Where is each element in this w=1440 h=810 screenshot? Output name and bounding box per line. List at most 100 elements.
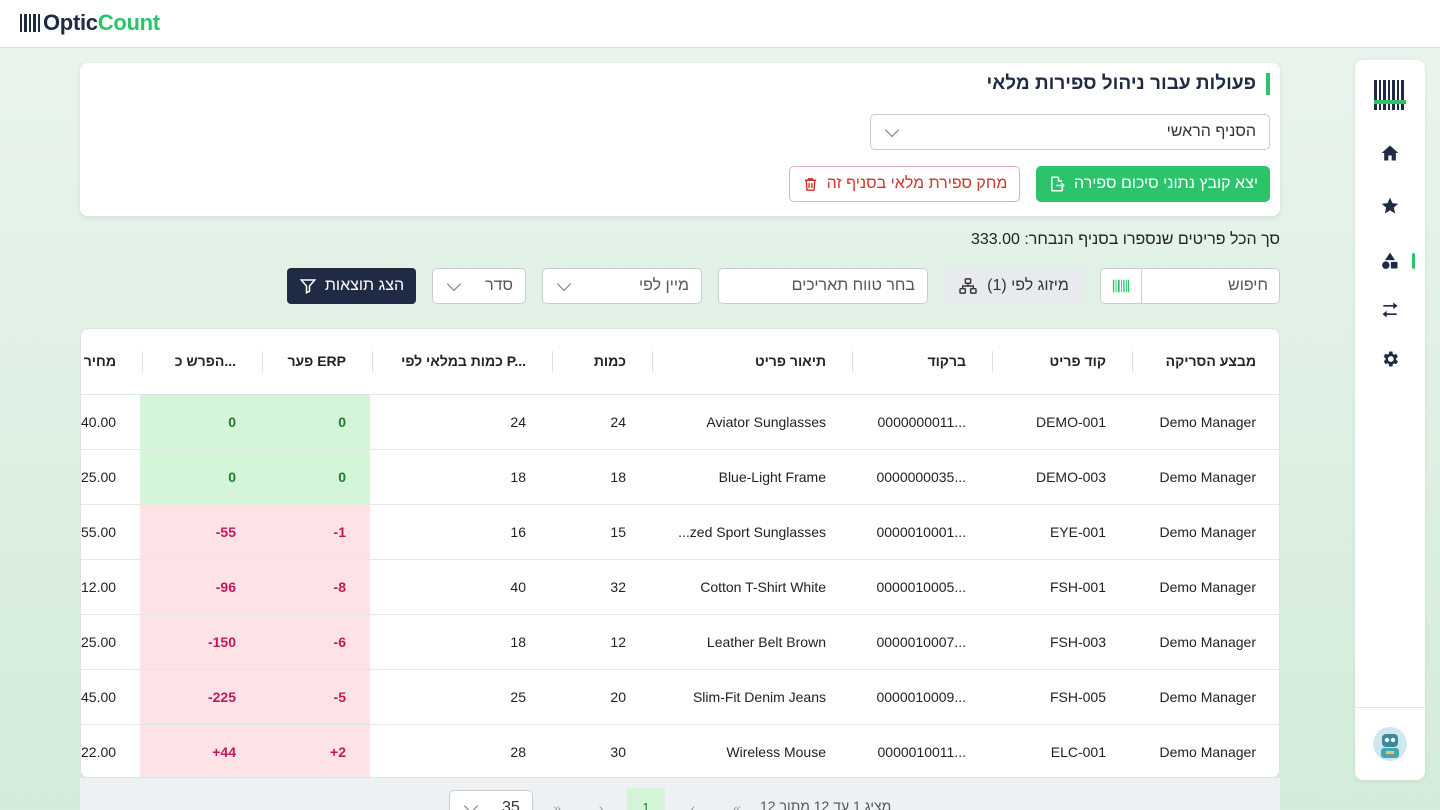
- next-page-button[interactable]: ›: [598, 800, 604, 810]
- cell-erp-diff: 0: [262, 395, 370, 449]
- home-icon[interactable]: [1377, 140, 1403, 166]
- cell-description: Aviator Sunglasses: [706, 414, 826, 430]
- sort-by-select[interactable]: מיין לפי: [542, 268, 702, 304]
- cell-price: 45.00: [81, 689, 116, 705]
- cell-qty: 30: [610, 744, 626, 760]
- table-header: מבצע הסריקה קוד פריט ברקוד תיאור פריט כמ…: [81, 329, 1279, 395]
- cell-diff-cost: 0: [140, 395, 262, 449]
- col-barcode-header[interactable]: ברקוד: [927, 353, 966, 369]
- cell-code: EYE-001: [1049, 524, 1106, 540]
- nav-barcode-logo-icon[interactable]: [1374, 80, 1406, 110]
- barcode-scan-button[interactable]: [1101, 269, 1142, 303]
- delete-count-button[interactable]: מחק ספירת מלאי בסניף זה: [789, 166, 1020, 202]
- last-page-button[interactable]: »: [553, 800, 561, 810]
- star-icon[interactable]: [1377, 193, 1403, 219]
- app-logo[interactable]: OpticCount: [20, 10, 160, 36]
- chevron-down-icon: [556, 276, 572, 292]
- date-range-input[interactable]: בחר טווח תאריכים: [718, 268, 928, 304]
- page-size-value: 35: [502, 799, 520, 810]
- cell-code: DEMO-001: [1035, 414, 1106, 430]
- show-results-label: הצג תוצאות: [324, 277, 405, 294]
- col-description-header[interactable]: תיאור פריט: [754, 353, 826, 369]
- cell-stock-qty: 18: [510, 634, 526, 650]
- first-page-button[interactable]: «: [733, 800, 741, 810]
- cell-stock-qty: 24: [510, 414, 526, 430]
- shapes-icon[interactable]: [1377, 248, 1403, 274]
- cell-diff-cost: +44: [140, 725, 262, 777]
- col-separator[interactable]: [652, 351, 653, 373]
- cell-description: Slim-Fit Denim Jeans: [692, 689, 826, 705]
- order-select[interactable]: סדר: [432, 268, 526, 304]
- cell-barcode: 0000010007...: [876, 634, 966, 650]
- cell-qty: 32: [610, 579, 626, 595]
- col-separator[interactable]: [262, 351, 263, 373]
- avatar-icon[interactable]: [1373, 727, 1407, 761]
- cell-performer: Demo Manager: [1159, 579, 1257, 595]
- sort-by-placeholder: מיין לפי: [639, 277, 689, 294]
- col-separator[interactable]: [372, 351, 373, 373]
- col-performer-header[interactable]: מבצע הסריקה: [1165, 353, 1256, 369]
- col-diff-cost-header[interactable]: הפרש כ...: [174, 353, 236, 369]
- cell-diff-cost: 0: [140, 450, 262, 504]
- date-range-placeholder: בחר טווח תאריכים: [791, 277, 915, 294]
- swap-icon[interactable]: [1377, 297, 1403, 323]
- table-row[interactable]: Demo Manager FSH-003 0000010007... Leather …: [81, 615, 1279, 670]
- logo-text: OpticCount: [43, 10, 160, 36]
- table-row[interactable]: Demo Manager EYE-001 0000010001... ...zed S…: [81, 505, 1279, 560]
- nav-active-indicator: [1412, 253, 1415, 269]
- merge-by-button[interactable]: מיזוג לפי (1): [944, 268, 1084, 304]
- cell-erp-diff: -1: [262, 505, 370, 559]
- col-stock-qty-header[interactable]: כמות במלאי לפי P...: [401, 353, 526, 369]
- cell-erp-diff: -8: [262, 560, 370, 614]
- cell-erp-diff: -6: [262, 615, 370, 669]
- pagination-info: מציג 1 עד 12 מתוך 12: [760, 798, 892, 810]
- cell-description: Cotton T-Shirt White: [700, 579, 826, 595]
- gear-icon[interactable]: [1377, 346, 1403, 372]
- prev-page-button[interactable]: ‹: [690, 800, 696, 810]
- export-summary-label: יצא קובץ נתוני סיכום ספירה: [1074, 175, 1258, 192]
- cell-code: FSH-005: [1049, 689, 1106, 705]
- cell-code: FSH-003: [1049, 634, 1106, 650]
- show-results-button[interactable]: הצג תוצאות: [287, 268, 416, 304]
- search-placeholder: חיפוש: [1228, 277, 1268, 294]
- col-separator[interactable]: [1132, 351, 1133, 373]
- table-row[interactable]: Demo Manager FSH-005 0000010009... Slim-Fit…: [81, 670, 1279, 725]
- logo-barcode-icon: [20, 13, 40, 33]
- col-separator[interactable]: [852, 351, 853, 373]
- col-separator[interactable]: [992, 351, 993, 373]
- cell-performer: Demo Manager: [1159, 689, 1257, 705]
- chevron-down-icon: [463, 798, 479, 810]
- cell-qty: 12: [610, 634, 626, 650]
- card-title: פעולות עבור ניהול ספירות מלאי: [987, 73, 1270, 95]
- cell-description: Wireless Mouse: [726, 744, 826, 760]
- cell-qty: 18: [610, 469, 626, 485]
- branch-select[interactable]: הסניף הראשי: [870, 114, 1270, 150]
- cell-stock-qty: 40: [510, 579, 526, 595]
- col-qty-header[interactable]: כמות: [593, 353, 626, 369]
- cell-code: DEMO-003: [1035, 469, 1106, 485]
- col-price-header[interactable]: מחיר: [83, 353, 116, 369]
- page-size-select[interactable]: 35: [449, 790, 533, 810]
- col-separator[interactable]: [552, 351, 553, 373]
- cell-diff-cost: -225: [140, 670, 262, 724]
- search-input[interactable]: חיפוש: [1100, 268, 1280, 304]
- col-code-header[interactable]: קוד פריט: [1049, 353, 1106, 369]
- table-row[interactable]: Demo Manager DEMO-001 0000000011... Aviator…: [81, 395, 1279, 450]
- cell-diff-cost: -96: [140, 560, 262, 614]
- current-page-button[interactable]: 1: [627, 788, 665, 810]
- table-row[interactable]: Demo Manager ELC-001 0000010011... Wireless…: [81, 725, 1279, 777]
- col-separator[interactable]: [142, 351, 143, 373]
- logo-text-optic: Optic: [43, 10, 98, 35]
- table-row[interactable]: Demo Manager DEMO-003 0000000035... Blue-Li…: [81, 450, 1279, 505]
- count-results-table: מבצע הסריקה קוד פריט ברקוד תיאור פריט כמ…: [80, 328, 1280, 778]
- col-erp-diff-header[interactable]: פער ERP: [287, 353, 346, 369]
- table-row[interactable]: Demo Manager FSH-001 0000010005... Cotton T…: [81, 560, 1279, 615]
- cell-qty: 20: [610, 689, 626, 705]
- cell-erp-diff: 0: [262, 450, 370, 504]
- cell-performer: Demo Manager: [1159, 744, 1257, 760]
- cell-stock-qty: 18: [510, 469, 526, 485]
- cell-stock-qty: 28: [510, 744, 526, 760]
- cell-price: 55.00: [81, 524, 116, 540]
- export-summary-button[interactable]: יצא קובץ נתוני סיכום ספירה: [1036, 166, 1270, 202]
- cell-stock-qty: 16: [510, 524, 526, 540]
